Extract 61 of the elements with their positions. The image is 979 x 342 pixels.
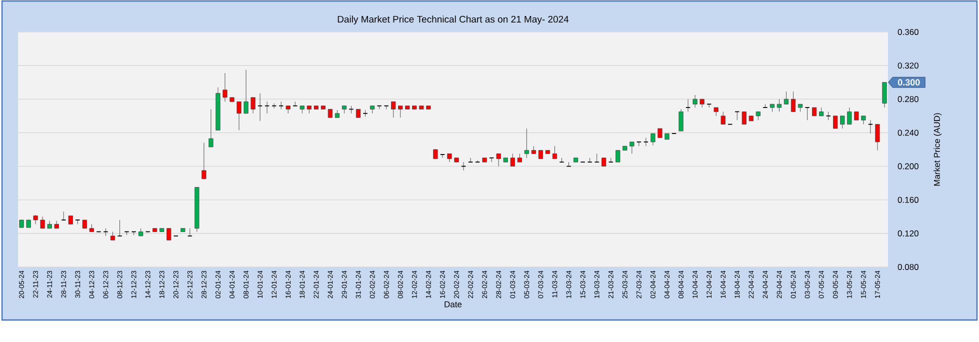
candlestick (61, 211, 66, 220)
candlestick (475, 160, 480, 163)
candlestick (840, 116, 845, 129)
candlestick (692, 94, 698, 108)
y-tick-label: 0.240 (898, 130, 918, 136)
candlestick (685, 98, 691, 112)
candlestick (804, 107, 810, 120)
candlestick (117, 220, 122, 236)
candlestick (636, 141, 642, 146)
candlestick (187, 228, 192, 236)
candlestick (250, 97, 256, 114)
candlestick (398, 106, 403, 118)
candlestick (616, 150, 620, 162)
candlestick (650, 133, 656, 146)
y-axis-title: Market Price (AUD) (934, 113, 942, 186)
candlestick (166, 228, 172, 240)
y-tick-label: 0.160 (898, 196, 918, 203)
candlestick (847, 107, 852, 125)
candlestick (678, 108, 684, 132)
candlestick (790, 91, 796, 112)
candlestick (40, 216, 45, 229)
candlestick (258, 93, 263, 122)
candlestick (208, 108, 214, 148)
candlestick (875, 124, 880, 151)
candlestick (630, 142, 634, 154)
candlestick (720, 111, 726, 125)
candlestick (776, 98, 782, 112)
candlestick (264, 101, 270, 114)
candlestick (861, 116, 866, 125)
y-tick-label: 0.120 (898, 230, 918, 236)
candlestick (882, 82, 887, 108)
candlestick (742, 111, 746, 125)
text: 0.300 (898, 79, 920, 86)
y-tick-label: 0.080 (898, 264, 918, 270)
candlestick (658, 128, 662, 138)
candlestick (594, 153, 600, 163)
x-axis-title: Date (444, 301, 462, 308)
candlestick (833, 116, 838, 129)
candlestick (496, 153, 501, 167)
y-tick-label: 0.360 (898, 28, 918, 35)
candlestick (391, 101, 396, 118)
chart-title: Daily Market Price Technical Chart as on 21 May- 2024 (338, 16, 569, 24)
candlestick (468, 158, 474, 163)
candlestick (433, 149, 438, 159)
y-tick-label: 0.320 (898, 62, 918, 69)
candlestick (552, 146, 558, 159)
candlestick (510, 153, 515, 167)
candlestick (643, 137, 649, 146)
y-tick-label: 0.280 (898, 96, 918, 102)
candlestick (362, 110, 368, 118)
candlestick (222, 72, 228, 102)
candlestick (292, 101, 298, 106)
candlestick (202, 142, 206, 180)
candlestick (244, 70, 248, 114)
y-tick-label: 0.200 (898, 163, 918, 170)
candlestick (236, 101, 242, 130)
candlestick (440, 154, 446, 158)
candlestick (524, 128, 529, 158)
candlestick (868, 120, 874, 134)
candlestick (33, 214, 38, 224)
candlestick (784, 91, 789, 104)
